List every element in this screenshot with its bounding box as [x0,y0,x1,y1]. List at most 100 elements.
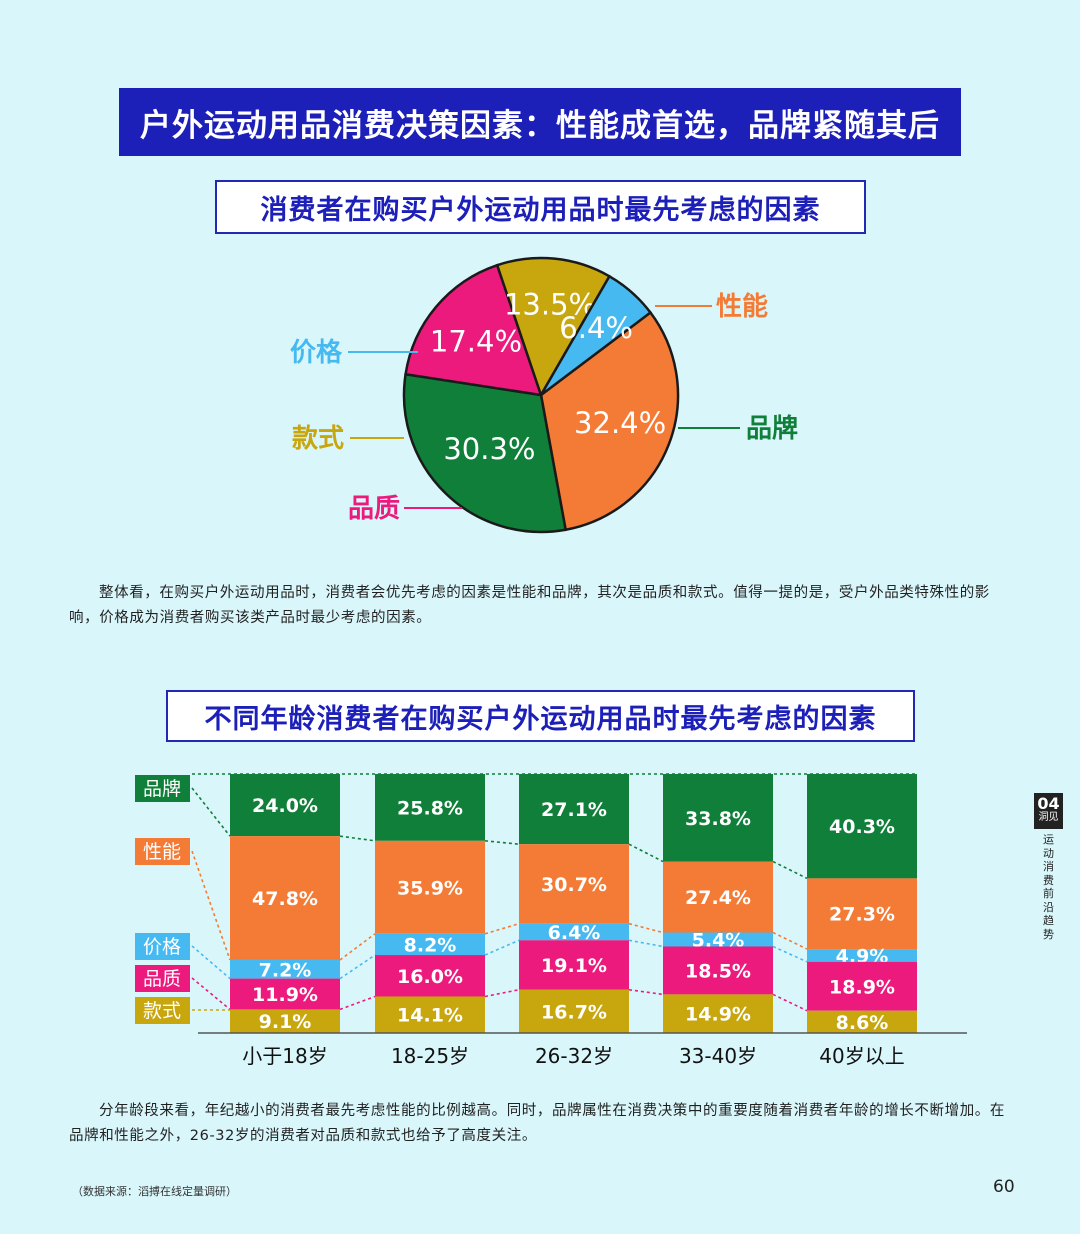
connector-brand [628,843,664,863]
connector-performance [628,922,664,934]
bar-segment-performance [663,861,773,933]
bar-segment-performance [807,878,917,950]
pie-value-label-brand: 30.3% [443,432,535,466]
pie-category-label-price: 价格 [290,337,343,368]
connector-quality [339,995,376,1011]
bar-value-label-brand: 25.8% [397,797,463,819]
bar-value-label-brand: 24.0% [252,795,318,817]
data-source: （数据来源：滔搏在线定量调研） [72,1185,237,1198]
bar-segment-performance [375,840,485,934]
connector-price [339,954,376,980]
x-axis-tick-label: 26-32岁 [535,1044,613,1068]
connector-price [628,939,664,948]
bar-segment-quality [230,978,340,1010]
bar-segment-brand [375,774,485,841]
bar-value-label-performance: 35.9% [397,877,463,899]
bar-segment-performance [230,836,340,960]
connector-brand [772,860,808,880]
connector-brand [339,835,376,842]
bar-value-label-quality: 18.9% [829,976,895,998]
page-number: 60 [993,1177,1015,1197]
legend-swatch-quality [135,965,190,992]
pie-category-label-quality: 品质 [348,494,400,524]
section-side-tab: 04 洞见 运动消费前沿趋势 [1034,793,1063,941]
bar-segment-style [807,1010,917,1033]
connector-legend-quality [191,977,231,1011]
connector-performance [339,933,376,961]
pie-category-label-brand: 品牌 [746,413,798,444]
bar-segment-brand [230,774,340,837]
connector-price [772,945,808,963]
connector-performance [484,922,520,935]
bar-value-label-style: 14.1% [397,1005,463,1027]
section-label: 洞见 [1038,812,1059,823]
legend-label-price: 价格 [143,936,181,958]
legend-swatch-brand [135,775,190,802]
pie-value-label-performance: 32.4% [574,406,666,440]
connector-performance [772,931,808,950]
pie-category-label-performance: 性能 [716,291,768,322]
bar-value-label-performance: 47.8% [252,888,318,910]
bar-segment-performance [519,844,629,924]
bar-chart-title: 不同年龄消费者在购买户外运动用品时最先考虑的因素 [166,690,915,742]
bar-segment-price [519,923,629,941]
connector-legend-brand [191,787,231,837]
pie-slice-brand [402,372,568,534]
bar-segment-quality [807,961,917,1011]
main-title: 户外运动用品消费决策因素：性能成首选，品牌紧随其后 [119,88,961,156]
connector-legend-price [191,945,231,980]
bar-segment-quality [519,940,629,990]
bar-value-label-performance: 30.7% [541,874,607,896]
bar-value-label-performance: 27.3% [829,904,895,926]
legend-swatch-price [135,933,190,960]
connector-quality [484,988,520,998]
legend-label-quality: 品质 [143,968,181,990]
bar-value-label-quality: 16.0% [397,966,463,988]
connector-price [484,939,520,956]
x-axis-tick-label: 40岁以上 [819,1044,904,1068]
pie-slice-performance [539,310,680,532]
bar-value-label-price: 7.2% [259,959,312,981]
section-number: 04 [1037,794,1060,813]
pie-chart: 32.4% 性能 30.3% 品牌 17.4% 品质 13.5% 款式 6.4% 价格 [290,256,798,534]
pie-category-label-style: 款式 [292,424,344,454]
section-number-badge: 04 洞见 [1034,793,1063,829]
connector-brand [484,840,520,845]
section-name: 运动消费前沿趋势 [1043,833,1054,941]
bar-value-label-style: 14.9% [685,1004,751,1026]
bar-value-label-brand: 40.3% [829,816,895,838]
bar-value-label-price: 5.4% [692,930,745,952]
legend-swatch-style [135,997,190,1024]
legend-label-style: 款式 [143,1000,181,1022]
bar-value-label-price: 6.4% [548,922,601,944]
legend-label-brand: 品牌 [143,778,181,800]
connector-quality [772,993,808,1012]
bar-value-label-quality: 19.1% [541,955,607,977]
bar-segment-style [230,1009,340,1033]
pie-slice-price [539,274,653,396]
bar-value-label-style: 9.1% [259,1011,312,1033]
bar-value-label-quality: 18.5% [685,960,751,982]
x-axis-tick-label: 33-40岁 [679,1044,757,1068]
x-axis-tick-label: 18-25岁 [391,1044,469,1068]
bar-segment-quality [663,946,773,995]
pie-value-label-price: 6.4% [559,311,633,345]
bar-segment-brand [519,774,629,845]
pie-slice-style [495,256,612,399]
bar-segment-style [519,989,629,1033]
bar-segment-price [230,959,340,979]
pie-value-label-style: 13.5% [504,288,596,322]
bar-segment-price [807,949,917,962]
bar-segment-style [663,994,773,1033]
bar-value-label-brand: 27.1% [541,799,607,821]
pie-chart-title: 消费者在购买户外运动用品时最先考虑的因素 [215,180,866,234]
bar-segment-brand [807,774,917,879]
bar-segment-price [375,933,485,956]
pie-description: 整体看，在购买户外运动用品时，消费者会优先考虑的因素是性能和品牌，其次是品质和款… [69,585,990,626]
bar-value-label-quality: 11.9% [252,984,318,1006]
legend-swatch-performance [135,838,190,865]
bar-segment-brand [663,774,773,862]
bar-segment-quality [375,955,485,997]
bar-segment-style [375,996,485,1033]
